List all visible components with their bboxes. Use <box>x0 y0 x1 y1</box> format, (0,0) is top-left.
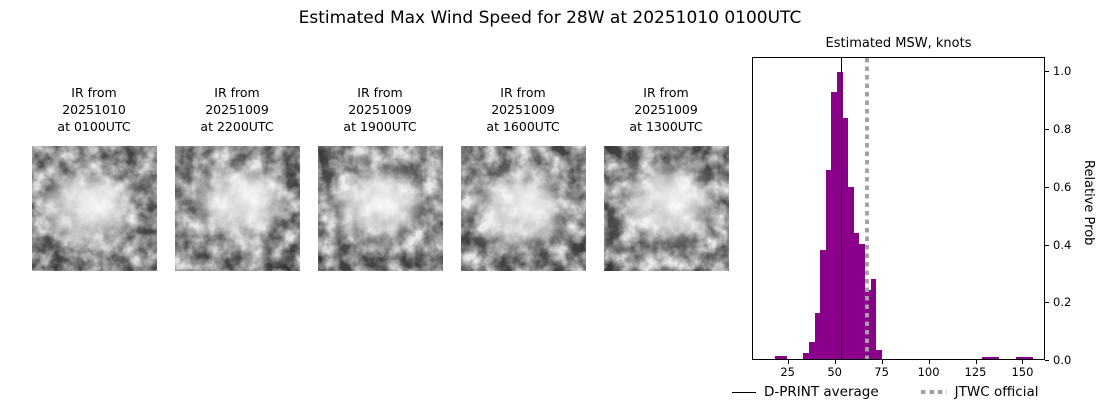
satellite-ir-image <box>460 146 586 271</box>
satellite-panel: IR from 20251009 at 1600UTC <box>459 85 587 271</box>
histogram-bar <box>853 232 860 359</box>
y-tick-mark <box>1045 71 1049 73</box>
x-tick-label: 50 <box>827 365 842 379</box>
satellite-panel: IR from 20251010 at 0100UTC <box>30 85 158 271</box>
jtwc-official-line <box>864 58 869 359</box>
chart-title: Estimated MSW, knots <box>825 36 972 51</box>
y-axis-label: Relative Prob <box>1081 160 1096 246</box>
x-tick-mark <box>975 360 977 364</box>
x-tick-mark <box>928 360 930 364</box>
histogram-bar <box>831 92 837 359</box>
legend-label-jtwc: JTWC official <box>954 384 1039 400</box>
histogram-bar <box>1021 357 1028 359</box>
y-tick-mark <box>1045 186 1049 188</box>
x-tick-label: 125 <box>964 365 987 379</box>
satellite-panel: IR from 20251009 at 1900UTC <box>316 85 444 271</box>
x-tick-mark <box>881 360 883 364</box>
histogram-bar <box>780 355 787 359</box>
histogram-bar <box>825 169 832 359</box>
satellite-panel: IR from 20251009 at 2200UTC <box>173 85 301 271</box>
legend: D-PRINT average JTWC official <box>732 384 1038 400</box>
y-tick-mark <box>1045 244 1049 246</box>
axes <box>752 57 1045 360</box>
satellite-panel: IR from 20251009 at 1300UTC <box>602 85 730 271</box>
y-tick-label: 0.0 <box>1053 353 1072 367</box>
y-axis-ticks: 0.0 0.2 0.4 0.6 0.8 1.0 <box>1044 57 1086 367</box>
histogram-bar <box>820 250 826 359</box>
dprint-line-sample <box>732 391 756 393</box>
y-tick-label: 0.6 <box>1053 179 1072 194</box>
satellite-panel-label: IR from 20251009 at 1900UTC <box>343 85 417 134</box>
x-tick-mark <box>834 360 836 364</box>
satellite-ir-image <box>31 146 157 271</box>
x-tick-mark <box>787 360 789 364</box>
satellite-ir-image <box>603 146 729 271</box>
satellite-panels: IR from 20251010 at 0100UTC IR from 2025… <box>30 85 745 271</box>
satellite-ir-image <box>317 146 443 271</box>
histogram-bar <box>848 187 854 359</box>
x-tick-label: 75 <box>874 365 889 379</box>
satellite-ir-image <box>174 146 300 271</box>
x-axis-ticks: 25 50 75 100 125 150 <box>752 360 1045 382</box>
legend-label-dprint: D-PRINT average <box>764 384 879 400</box>
y-tick-label: 0.4 <box>1053 237 1072 252</box>
satellite-panel-label: IR from 20251009 at 2200UTC <box>200 85 274 134</box>
x-tick-mark <box>1022 360 1024 364</box>
y-tick-label: 1.0 <box>1053 64 1072 79</box>
y-tick-label: 0.2 <box>1053 295 1072 310</box>
histogram-bar <box>988 357 994 359</box>
x-tick-label: 25 <box>780 365 795 379</box>
y-tick-mark <box>1045 360 1049 361</box>
figure-title: Estimated Max Wind Speed for 28W at 2025… <box>298 8 802 28</box>
histogram-bar <box>808 341 815 359</box>
histogram-bar <box>1016 357 1022 359</box>
histogram-bar <box>836 72 843 359</box>
x-tick-label: 150 <box>1011 365 1034 379</box>
histogram-bar <box>982 357 989 359</box>
dprint-average-line <box>840 58 843 359</box>
histogram-bar <box>803 353 809 359</box>
histogram-bar <box>993 357 1000 359</box>
histogram-bar <box>775 355 781 359</box>
satellite-panel-label: IR from 20251009 at 1600UTC <box>486 85 560 134</box>
y-tick-mark <box>1045 129 1049 131</box>
x-tick-label: 100 <box>917 365 940 379</box>
y-tick-mark <box>1045 302 1049 304</box>
histogram-bar <box>870 278 877 359</box>
satellite-panel-label: IR from 20251009 at 1300UTC <box>629 85 703 134</box>
histogram-bar <box>1027 357 1033 359</box>
histogram-bar <box>842 118 849 359</box>
histogram-bar <box>814 313 821 359</box>
y-tick-label: 0.8 <box>1053 122 1072 137</box>
satellite-panel-label: IR from 20251010 at 0100UTC <box>57 85 131 134</box>
histogram-bar <box>859 244 865 359</box>
histogram-bars <box>753 58 1044 359</box>
histogram-bar <box>876 350 882 359</box>
jtwc-line-sample <box>920 390 947 394</box>
